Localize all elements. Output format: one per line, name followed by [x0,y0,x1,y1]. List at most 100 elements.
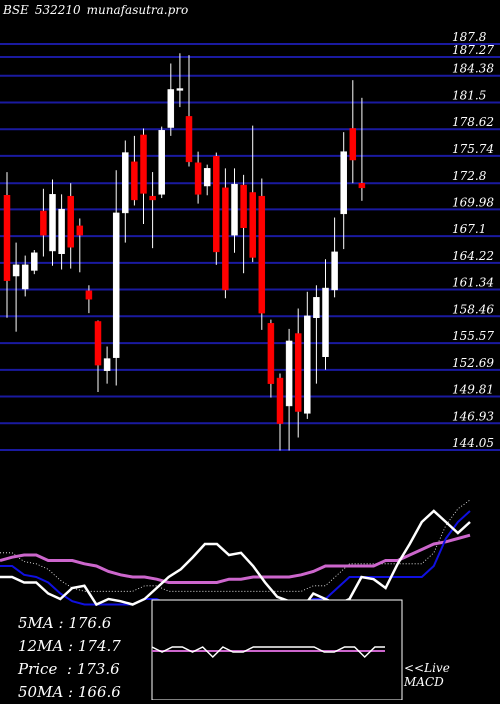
price-tick-label: 152.69 [452,356,494,370]
candle-body-down [240,184,247,228]
candle [158,126,165,199]
candle [176,53,184,108]
macd-label-block: <<Live MACD [404,661,450,689]
candle [222,168,229,299]
candle [122,140,129,243]
candle-body-down [349,128,357,161]
stat-12ma: 12MA : 174.7 [18,637,121,655]
candle-body-down [358,182,366,189]
candle-body-up [167,89,175,128]
site-name: munafasutra.pro [86,3,189,17]
candle-body-up [21,264,29,290]
candle-body-up [176,88,184,91]
candle-body-down [140,134,147,194]
candle-body-down [94,321,102,366]
price-tick-label: 158.46 [452,302,494,316]
candle [67,183,74,269]
macd-panel [151,599,403,700]
candle-body-down [249,192,256,258]
candle [340,132,347,250]
candle-body-down [258,195,266,314]
candle [267,319,275,398]
candle [258,178,266,330]
candle-body-up [231,183,238,236]
price-tick-label: 155.57 [452,329,494,343]
candle [249,125,256,263]
candle-body-up [158,130,165,195]
candle-body-up [103,358,111,371]
candle-body-down [67,195,74,248]
price-tick-label: 187.8 [452,30,487,44]
price-tick-label: 172.8 [452,169,487,183]
candle-body-down [85,290,93,300]
candle-body-up [58,208,65,254]
candle [294,308,302,438]
candle [21,255,29,297]
candle [3,172,11,318]
candle [85,285,93,314]
price-tick-label: 184.38 [452,62,494,76]
price-tick-label: 146.93 [452,409,494,423]
candle-body-up [31,252,38,271]
macd-line [151,646,385,659]
candle [167,63,175,136]
price-tick-label: 144.05 [452,436,494,450]
macd-label: MACD [404,675,444,689]
candle-body-up [49,194,56,252]
candle [240,174,247,274]
chart-header: BSE 532210 munafasutra.pro [3,3,194,17]
candlestick-series [3,53,366,451]
price-tick-label: 164.22 [452,249,494,263]
candle [276,373,284,451]
candle [94,320,102,392]
candle [12,242,20,332]
stat-5ma: 5MA : 176.6 [18,614,112,632]
candle [304,291,311,419]
price-tick-label: 181.5 [452,88,486,102]
price-tick-label: 167.1 [452,222,486,236]
candle-body-down [194,162,202,195]
candle [112,170,120,386]
candle [40,188,47,257]
candle-body-up [304,315,311,414]
candle-body-up [122,152,129,214]
candle-body-up [313,297,320,319]
indicator-slow-ma-line [0,533,471,584]
candle [49,179,56,266]
price-tick-label: 175.74 [452,142,494,156]
stock-code: 532210 [34,3,81,17]
candle [285,328,293,451]
candle-body-down [267,323,275,384]
stat-50ma: 50MA : 166.6 [18,683,121,701]
candle-body-down [131,161,138,201]
candle-body-up [285,340,293,407]
price-tick-label: 161.34 [452,276,494,290]
candle [358,97,366,201]
candle-body-down [185,116,193,163]
candle [149,172,156,249]
candle [76,218,84,273]
candle [58,194,65,270]
price-tick-label: 149.81 [452,383,494,397]
candle [131,135,138,206]
candle [203,164,211,196]
candle-body-down [76,225,84,236]
live-link[interactable]: <<Live [404,661,450,675]
candle-body-up [322,287,329,357]
indicator-rsi-line [0,509,471,612]
candle [313,285,320,384]
candle [194,151,202,204]
candle [31,250,38,275]
price-tick-label: 178.62 [452,115,494,129]
candle [331,217,338,298]
exchange-label: BSE [3,3,29,17]
candle-body-down [40,210,47,236]
candle-body-down [276,377,284,424]
candle [231,168,238,253]
candle-body-down [3,195,11,281]
moving-average-stats: 5MA : 176.6 12MA : 174.7 Price : 173.6 5… [18,612,121,704]
stat-price: Price : 173.6 [18,660,120,678]
candle [103,346,111,384]
